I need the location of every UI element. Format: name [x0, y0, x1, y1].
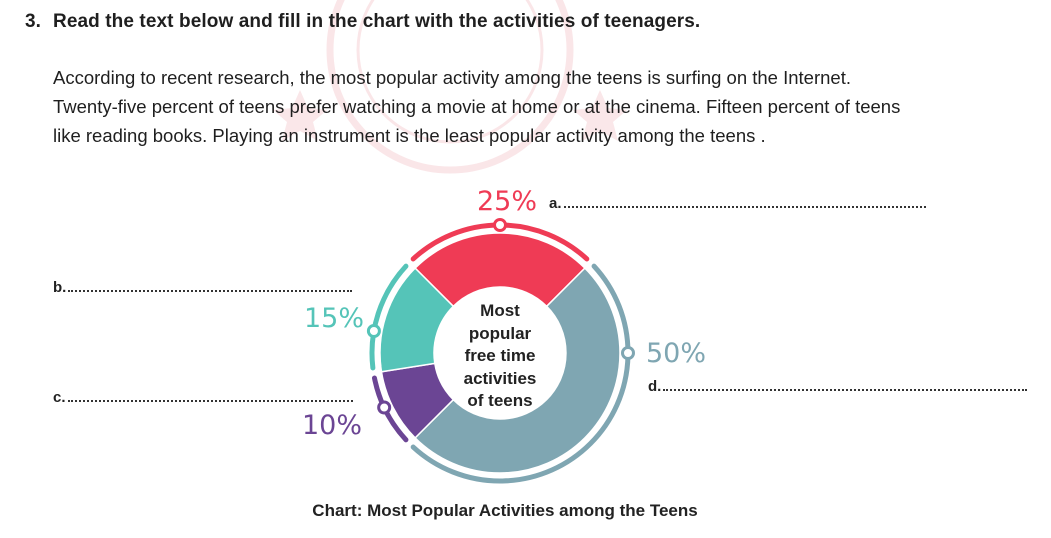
slice-movie	[414, 232, 586, 308]
marker-dot-internet	[621, 346, 635, 360]
answer-dots-d	[663, 387, 1028, 391]
answer-letter-a: a.	[549, 195, 562, 212]
marker-dot-instrument	[377, 400, 392, 415]
passage-line-1: According to recent research, the most p…	[53, 67, 851, 88]
answer-dots-b	[68, 288, 353, 292]
answer-dots-c	[67, 398, 353, 402]
center-label-line-2: popular	[468, 323, 532, 343]
reading-passage: According to recent research, the most p…	[53, 63, 1033, 150]
ring-arc-internet	[410, 263, 631, 484]
passage-line-3: like reading books. Playing an instrumen…	[53, 125, 766, 146]
answer-letter-b: b.	[53, 279, 67, 296]
chart-caption: Chart: Most Popular Activities among the…	[312, 501, 698, 520]
percent-label-movie: 25%	[477, 186, 537, 217]
answer-blank-d[interactable]: d.	[648, 378, 1028, 395]
answer-dots-a	[563, 204, 926, 208]
slice-internet	[414, 267, 621, 474]
percent-label-reading: 15%	[304, 303, 364, 334]
chart-center-label: Most popular free time activities of tee…	[440, 300, 560, 413]
answer-letter-d: d.	[648, 378, 662, 395]
answer-blank-a[interactable]: a.	[549, 195, 926, 212]
passage-line-2: Twenty-five percent of teens prefer watc…	[53, 96, 901, 117]
center-label-line-5: of teens	[467, 391, 533, 410]
answer-blank-c[interactable]: c.	[53, 389, 353, 406]
marker-dot-reading	[366, 323, 381, 338]
question-number: 3.	[25, 11, 42, 32]
answer-letter-c: c.	[53, 389, 66, 406]
slice-reading	[379, 267, 455, 373]
question-heading: 3. Read the text below and fill in the ch…	[25, 11, 700, 33]
center-label-line-3: free time	[464, 346, 536, 365]
center-label-line-4: activities	[463, 368, 537, 388]
ring-arc-reading	[369, 263, 409, 371]
percent-label-instrument: 10%	[302, 410, 362, 441]
marker-dot-movie	[493, 218, 507, 232]
answer-blank-b[interactable]: b.	[53, 279, 353, 296]
question-text: Read the text below and fill in the char…	[53, 11, 701, 32]
center-label-line-1: Most	[480, 301, 520, 320]
percent-label-internet: 50%	[646, 338, 706, 369]
watermark-seal	[273, 0, 627, 174]
